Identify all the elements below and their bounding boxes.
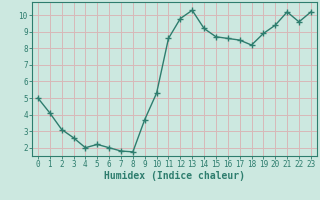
X-axis label: Humidex (Indice chaleur): Humidex (Indice chaleur)	[104, 171, 245, 181]
